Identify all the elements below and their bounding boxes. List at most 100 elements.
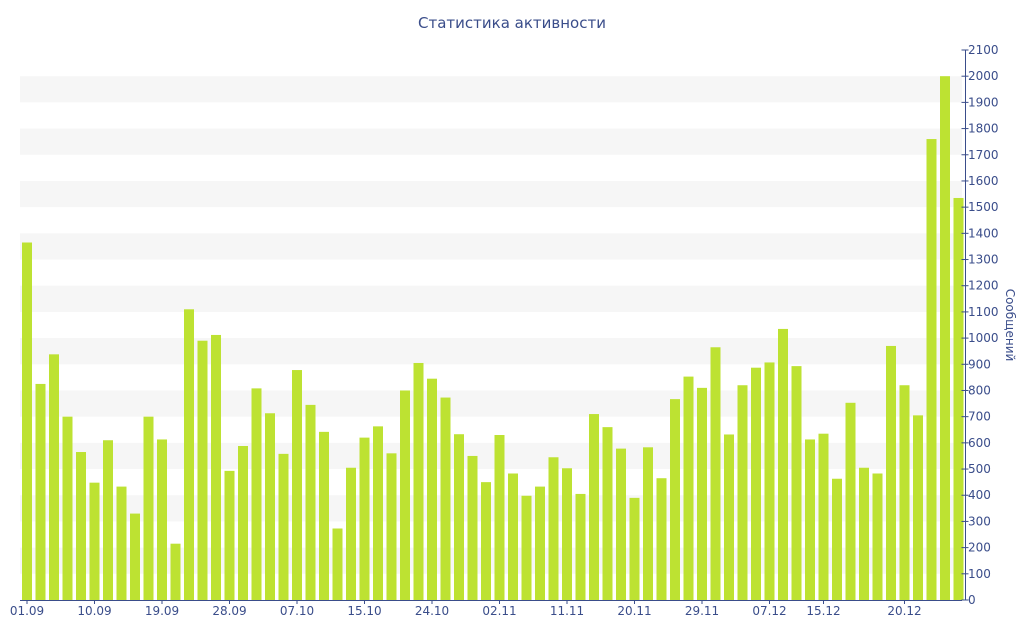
bar	[710, 347, 721, 600]
bar	[454, 434, 464, 600]
bar	[535, 486, 545, 600]
y-tick-label: 1500	[968, 200, 999, 214]
y-tick-label: 1700	[968, 148, 999, 162]
bar	[319, 431, 329, 600]
y-tick-label: 400	[968, 488, 991, 502]
bar	[413, 362, 424, 600]
bar	[886, 345, 896, 600]
bar	[467, 455, 478, 600]
y-axis-title: Сообщений	[1003, 289, 1017, 362]
bar	[953, 197, 964, 600]
y-tick-label: 1300	[968, 253, 999, 267]
y-tick-label: 1000	[968, 331, 999, 345]
grid-band	[20, 233, 962, 260]
bar	[143, 416, 154, 600]
x-tick-label: 07.10	[280, 604, 314, 618]
bar	[562, 468, 572, 600]
x-tick-label: 07.12	[752, 604, 786, 618]
bar	[818, 433, 829, 600]
x-tick-label: 10.09	[77, 604, 111, 618]
bar	[481, 482, 491, 600]
bar	[845, 402, 856, 600]
bar	[103, 440, 113, 600]
bar	[332, 528, 343, 600]
bar	[116, 486, 127, 600]
bar-series	[22, 76, 964, 601]
grid-bands	[20, 76, 962, 574]
bar	[130, 513, 140, 600]
y-tick-label: 1600	[968, 174, 999, 188]
bar	[643, 447, 653, 600]
bar	[805, 439, 815, 600]
y-tick-label: 800	[968, 383, 991, 397]
x-tick-label: 20.11	[617, 604, 651, 618]
bar	[427, 378, 437, 600]
bar	[940, 76, 950, 600]
bar	[508, 473, 518, 600]
bar	[602, 427, 613, 600]
x-tick-label: 01.09	[10, 604, 44, 618]
grid-band	[20, 338, 962, 365]
y-tick-label: 2000	[968, 69, 999, 83]
grid-band	[20, 128, 962, 155]
x-tick-label: 29.11	[685, 604, 719, 618]
x-tick-label: 15.12	[806, 604, 840, 618]
bar	[305, 404, 316, 600]
chart-title: Статистика активности	[418, 14, 606, 32]
y-tick-label: 1400	[968, 226, 999, 240]
bar	[62, 416, 73, 600]
y-tick-label: 900	[968, 357, 991, 371]
bar	[724, 434, 734, 600]
bar	[494, 435, 505, 600]
bar	[386, 453, 397, 600]
bar	[697, 387, 707, 600]
x-tick-label: 24.10	[415, 604, 449, 618]
bar	[157, 439, 167, 600]
bar	[616, 448, 626, 600]
bar	[292, 370, 302, 600]
bar	[359, 437, 370, 600]
bar	[791, 366, 802, 600]
y-tick-label: 2100	[968, 43, 999, 57]
bar	[926, 139, 937, 601]
y-tick-label: 1900	[968, 95, 999, 109]
grid-band	[20, 76, 962, 103]
x-tick-label: 19.09	[145, 604, 179, 618]
bar	[589, 414, 599, 600]
bar	[211, 334, 221, 600]
bar	[737, 385, 748, 600]
bar	[400, 390, 410, 600]
bar	[35, 383, 46, 600]
x-tick-label: 20.12	[887, 604, 921, 618]
bar	[778, 328, 788, 600]
bar	[238, 446, 248, 600]
x-axis: 01.09 10.09 19.09 28.09 07.10 15.10 24.10 02.11…	[10, 600, 962, 618]
bar	[89, 482, 100, 600]
grid-band	[20, 180, 962, 208]
bar	[170, 543, 181, 600]
bar	[859, 467, 869, 600]
y-tick-label: 300	[968, 514, 991, 528]
y-tick-label: 500	[968, 462, 991, 476]
bar	[184, 309, 194, 600]
bar	[872, 473, 883, 600]
bar	[265, 413, 275, 600]
grid-band	[20, 285, 962, 312]
x-tick-label: 28.09	[212, 604, 246, 618]
bar	[548, 457, 559, 600]
bar	[913, 415, 923, 600]
bar	[278, 453, 289, 600]
bar	[197, 340, 208, 600]
y-tick-label: 0	[968, 593, 976, 607]
bar	[22, 242, 32, 600]
y-tick-label: 1800	[968, 122, 999, 136]
y-tick-label: 100	[968, 567, 991, 581]
y-tick-label: 700	[968, 410, 991, 424]
bar	[764, 362, 775, 600]
bar	[832, 478, 842, 600]
y-tick-label: 200	[968, 541, 991, 555]
y-axis: 0 100 200 300 400 500 600 700 800 900 1000 1100 1200…	[961, 43, 999, 607]
y-tick-label: 1200	[968, 279, 999, 293]
bar	[656, 478, 667, 600]
